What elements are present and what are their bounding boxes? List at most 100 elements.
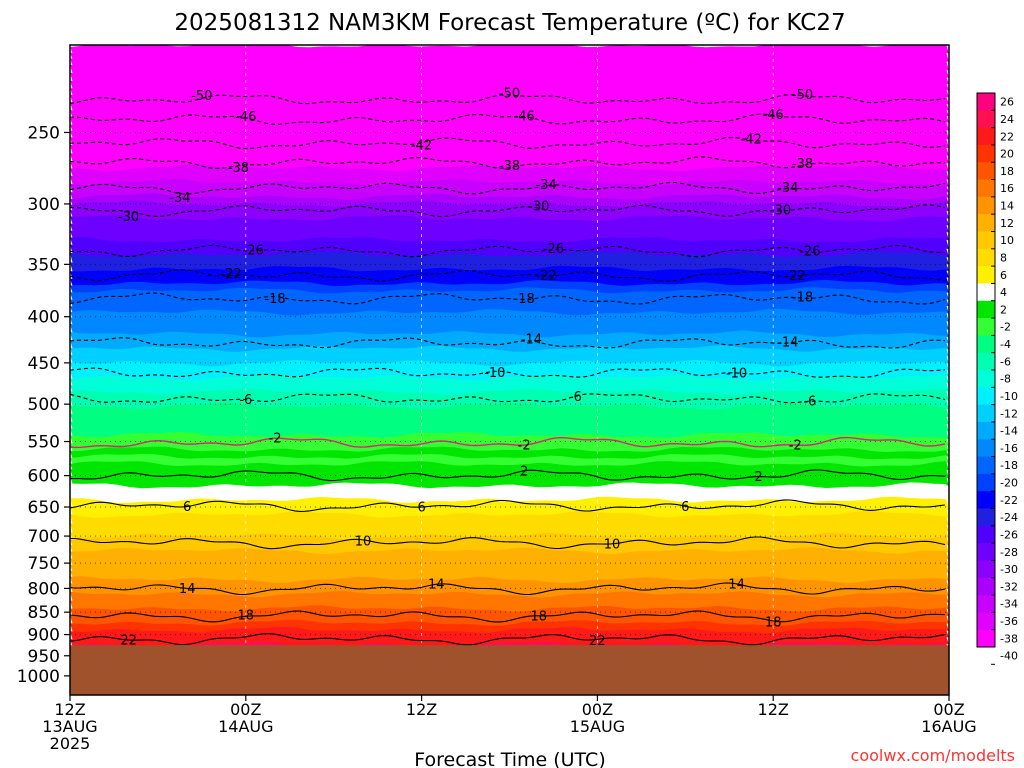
time-tick-label: 12Z [758,700,789,719]
chart-title: 2025081312 NAM3KM Forecast Temperature (… [174,10,845,36]
contour-label: -6 [803,395,816,410]
temperature-band [70,200,949,216]
time-tick-label: 12Z [54,700,85,719]
colorbar-swatch [977,370,995,388]
contour-line [70,156,946,169]
contour-label: -50 [191,89,212,104]
contour-label: -30 [528,200,549,215]
colorbar-label: -18 [1000,459,1018,472]
contour-label: -2 [518,439,531,454]
colorbar-swatch [977,543,995,561]
colorbar-swatch [977,283,995,302]
colorbar-swatch [977,473,995,492]
contour-label: 6 [681,500,689,515]
temperature-band [70,315,949,332]
contour-label: 14 [179,582,196,597]
contour-line [70,181,946,195]
contour-label: -30 [118,210,139,225]
x-axis-label: Forecast Time (UTC) [414,749,605,768]
colorbar-swatch [977,127,995,146]
contour-label: -34 [777,181,798,196]
contour-label: -22 [536,269,557,284]
contour-label: -18 [264,292,285,307]
contour-line [70,582,946,596]
colorbar-swatch [977,196,995,215]
time-tick-label: 00Z [582,700,613,719]
colorbar-label: 10 [1000,234,1014,247]
contour-label: 18 [531,609,548,624]
contour-label: 22 [120,634,137,649]
colorbar-swatch [977,404,995,423]
colorbar-swatch [977,456,995,475]
temperature-band [70,171,949,188]
temperature-band [70,598,949,614]
contour-label: 18 [765,616,782,631]
temperature-band [70,461,949,476]
temperature-band [70,77,949,94]
colorbar-label: -30 [1000,563,1018,576]
plot-area: -50 -50 -50-46 -46 -46-42 -42-38 -38 -38-34-34-… [70,45,949,695]
colorbar-label: -22 [1000,494,1018,507]
temperature-band [70,164,949,180]
contour-label: -42 [741,133,762,148]
colorbar-label: -32 [1000,580,1018,593]
temperature-band [70,518,949,534]
temperature-band [70,179,949,195]
pressure-tick-label: 400 [28,308,60,328]
pressure-tick-label: 950 [28,647,60,667]
contour-line [70,367,946,378]
colorbar-label: 6 [1000,269,1007,282]
contour-label: -18 [792,291,813,306]
contour-line [70,536,946,550]
colorbar-swatch [977,387,995,406]
temperature-band [70,496,949,512]
time-tick-label: 00Z [933,700,964,719]
time-tick-label: 12Z [406,700,437,719]
contour-label: -26 [543,242,564,257]
contour-label: 2 [754,470,762,485]
contour-label: -26 [799,245,820,260]
contour-label: -38 [499,159,520,174]
time-tick-label: 15AUG [570,717,625,736]
temperature-band [70,446,949,461]
contour-label: -2 [789,439,802,454]
contour-line [70,469,946,482]
temperature-band [70,619,949,635]
temperature-band [70,367,949,383]
pressure-tick-label: 700 [28,527,60,547]
colorbar-label: -26 [1000,529,1018,542]
temperature-band [70,410,949,425]
contour-label: -26 [243,243,264,258]
colorbar-label: 24 [1000,113,1014,126]
temperature-band [70,569,949,585]
colorbar-swatch [977,421,995,440]
pressure-tick-label: 350 [28,255,60,275]
time-tick-label: 00Z [230,700,261,719]
colorbar-swatch [977,318,995,336]
colorbar-label: -40 [1000,650,1018,663]
contour-label: 6 [417,501,425,516]
temperature-band [70,63,949,79]
colorbar-swatch [977,525,995,544]
colorbar-swatch [977,300,995,319]
colorbar-label: 8 [1000,252,1007,265]
colorbar-swatch [977,612,995,631]
contour-label: -38 [228,161,249,176]
contour-label: -6 [239,393,252,408]
watermark: coolwx.com/modelts [851,746,1015,765]
temperature-band [70,49,949,64]
contour-label: 14 [428,578,445,593]
pressure-tick-label: 450 [28,354,60,374]
contour-line [70,113,946,125]
contour-label: 18 [238,609,255,624]
pressure-tick-label: 600 [28,467,60,487]
colorbar-swatch [977,179,995,198]
contour-line [70,393,946,404]
colorbar-label: -24 [1000,511,1018,524]
temperature-band [70,591,949,607]
colorbar-swatch [977,335,995,354]
colorbar-label: -38 [1000,632,1018,645]
temperature-band [70,511,949,527]
temperature-band [70,99,949,116]
